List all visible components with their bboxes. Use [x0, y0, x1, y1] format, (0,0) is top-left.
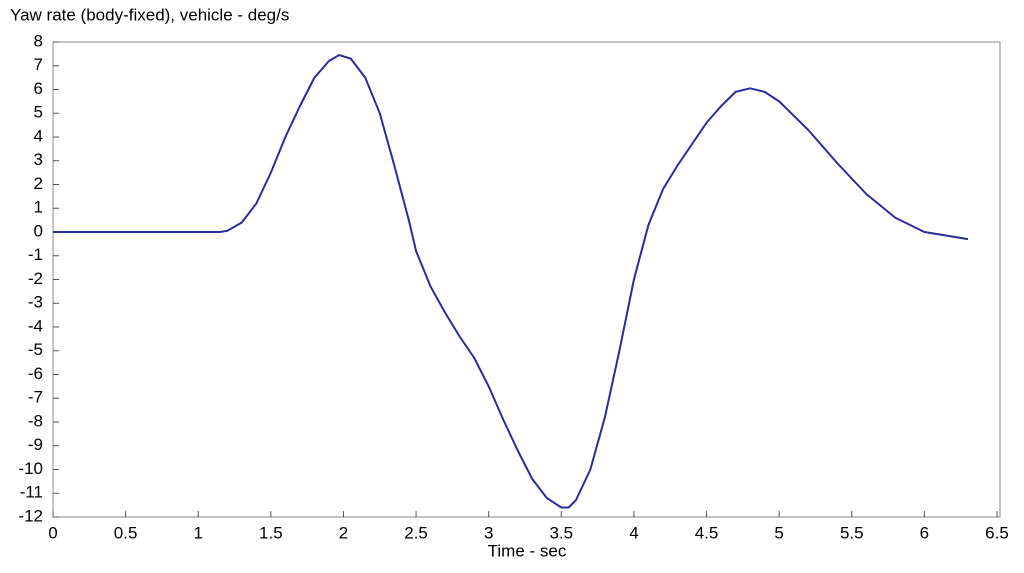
y-tick-label: -12: [18, 506, 43, 525]
x-tick-label: 1: [193, 523, 202, 542]
y-tick-label: -7: [28, 388, 43, 407]
y-tick-label: 2: [34, 174, 43, 193]
y-tick-label: 1: [34, 198, 43, 217]
x-tick-label: 3: [484, 523, 493, 542]
y-tick-label: -6: [28, 364, 43, 383]
x-tick-label: 0: [48, 523, 57, 542]
y-tick-label: -3: [28, 293, 43, 312]
x-tick-label: 4: [629, 523, 638, 542]
y-tick-label: -8: [28, 411, 43, 430]
x-tick-label: 3.5: [549, 523, 573, 542]
x-tick-label: 5: [774, 523, 783, 542]
y-tick-label: 4: [34, 126, 43, 145]
x-tick-label: 5.5: [840, 523, 864, 542]
y-tick-label: 6: [34, 79, 43, 98]
x-tick-label: 6.5: [985, 523, 1009, 542]
x-tick-label: 2.5: [404, 523, 428, 542]
x-tick-label: 0.5: [114, 523, 138, 542]
y-tick-label: 3: [34, 150, 43, 169]
x-tick-label: 6: [920, 523, 929, 542]
y-tick-label: 8: [34, 31, 43, 50]
x-tick-label: 2: [339, 523, 348, 542]
plot-frame: [52, 41, 1001, 518]
chart-title: Yaw rate (body-fixed), vehicle - deg/s: [10, 5, 289, 24]
y-tick-label: -11: [20, 483, 43, 502]
y-tick-label: -10: [18, 459, 43, 478]
y-tick-label: -4: [28, 316, 43, 335]
y-tick-label: -1: [28, 245, 43, 264]
x-tick-label: 1.5: [259, 523, 283, 542]
x-tick-label: 4.5: [695, 523, 719, 542]
y-tick-label: 5: [34, 103, 43, 122]
y-tick-label: -9: [28, 435, 43, 454]
y-tick-label: -2: [28, 269, 43, 288]
y-tick-label: 0: [34, 221, 43, 240]
y-tick-label: 7: [34, 55, 43, 74]
x-axis-label: Time - sec: [488, 541, 567, 560]
data-line: [53, 54, 969, 509]
y-tick-label: -5: [28, 340, 43, 359]
